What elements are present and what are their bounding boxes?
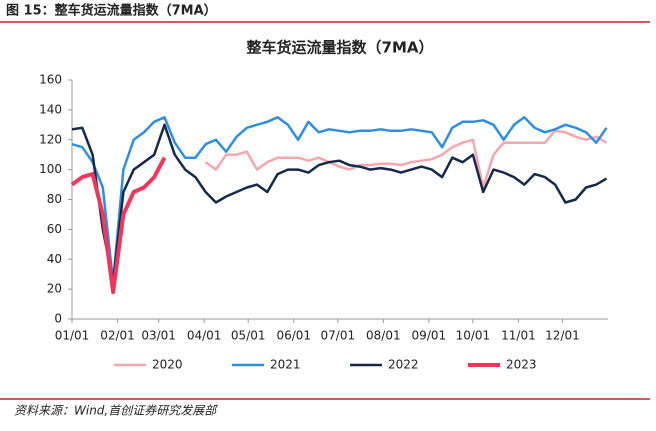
y-tick-label: 100 xyxy=(39,162,62,176)
series-line xyxy=(71,123,608,283)
x-tick-label: 03/01 xyxy=(141,329,176,343)
y-tick-label: 40 xyxy=(47,252,62,266)
y-tick-label: 80 xyxy=(47,192,62,206)
series-line xyxy=(71,116,608,283)
x-tick-label: 06/01 xyxy=(276,329,311,343)
x-tick-label: 10/01 xyxy=(456,329,491,343)
legend-label: 2023 xyxy=(506,358,537,372)
x-tick-label: 01/01 xyxy=(55,329,90,343)
x-tick-label: 08/01 xyxy=(366,329,401,343)
legend-label: 2020 xyxy=(152,358,183,372)
x-tick-label: 05/01 xyxy=(231,329,266,343)
y-tick-label: 140 xyxy=(39,102,62,116)
x-tick-label: 07/01 xyxy=(321,329,356,343)
source: 资料来源：Wind,首创证券研究发展部 xyxy=(14,404,218,418)
x-tick-label: 09/01 xyxy=(412,329,447,343)
x-tick-label: 02/01 xyxy=(100,329,135,343)
y-tick-label: 120 xyxy=(39,132,62,146)
legend-label: 2022 xyxy=(388,358,419,372)
series-line xyxy=(70,156,167,295)
y-tick-label: 20 xyxy=(47,282,62,296)
y-tick-label: 60 xyxy=(47,222,62,236)
y-tick-label: 0 xyxy=(54,312,62,326)
legend-label: 2021 xyxy=(270,358,301,372)
x-tick-label: 12/01 xyxy=(545,329,580,343)
figure-label: 图 15：整车货运流量指数（7MA） xyxy=(6,3,217,19)
series-line xyxy=(204,129,608,189)
x-tick-label: 11/01 xyxy=(501,329,536,343)
chart-title: 整车货运流量指数（7MA） xyxy=(247,39,434,57)
y-tick-label: 160 xyxy=(39,73,62,87)
x-tick-label: 04/01 xyxy=(187,329,222,343)
